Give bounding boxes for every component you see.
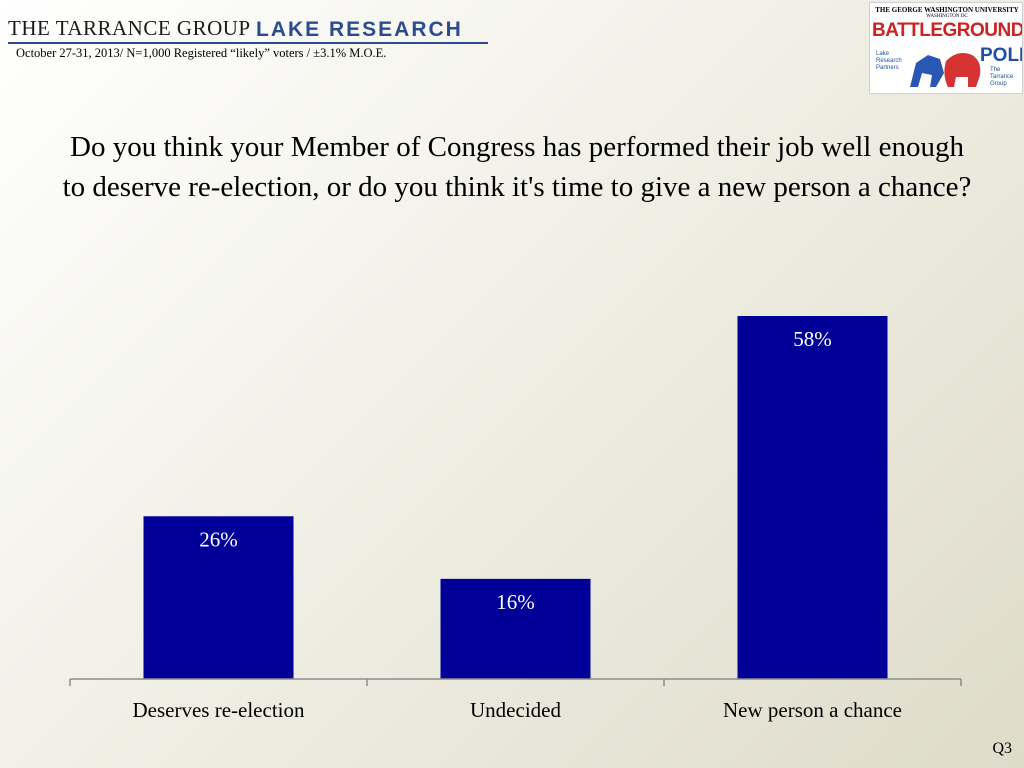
- category-label-1: Undecided: [470, 698, 561, 722]
- data-label-0: 26%: [199, 527, 238, 551]
- bar-2: [737, 316, 888, 679]
- poll-right-caption: The Tarrance Group: [990, 67, 1014, 87]
- page-code: Q3: [992, 740, 1012, 757]
- lake-research-logo-text: LAKE RESEARCH: [256, 18, 463, 41]
- poll-battleground-text: BATTLEGROUND: [872, 20, 1023, 41]
- tarrance-group-logo-text: THE TARRANCE GROUP: [8, 16, 251, 40]
- tarrance-lake-logo: THE TARRANCE GROUP LAKE RESEARCH: [8, 14, 498, 48]
- data-label-1: 16%: [496, 590, 535, 614]
- chart-title: Do you think your Member of Congress has…: [62, 131, 972, 203]
- category-label-0: Deserves re-election: [133, 698, 305, 722]
- poll-left-caption: Lake Research Partners: [876, 51, 902, 71]
- bar-1: [440, 578, 591, 679]
- bar-0: [143, 516, 294, 679]
- logo-underline: [8, 42, 488, 44]
- survey-subtitle: October 27-31, 2013/ N=1,000 Registered …: [16, 46, 387, 60]
- data-label-2: 58%: [793, 327, 832, 351]
- battleground-poll-logo: THE GEORGE WASHINGTON UNIVERSITY WASHING…: [869, 2, 1023, 94]
- poll-location-text: WASHINGTON DC: [926, 14, 968, 19]
- category-label-2: New person a chance: [723, 698, 902, 722]
- poll-university-text: THE GEORGE WASHINGTON UNIVERSITY: [875, 6, 1019, 14]
- donkey-elephant-icon: [910, 53, 981, 87]
